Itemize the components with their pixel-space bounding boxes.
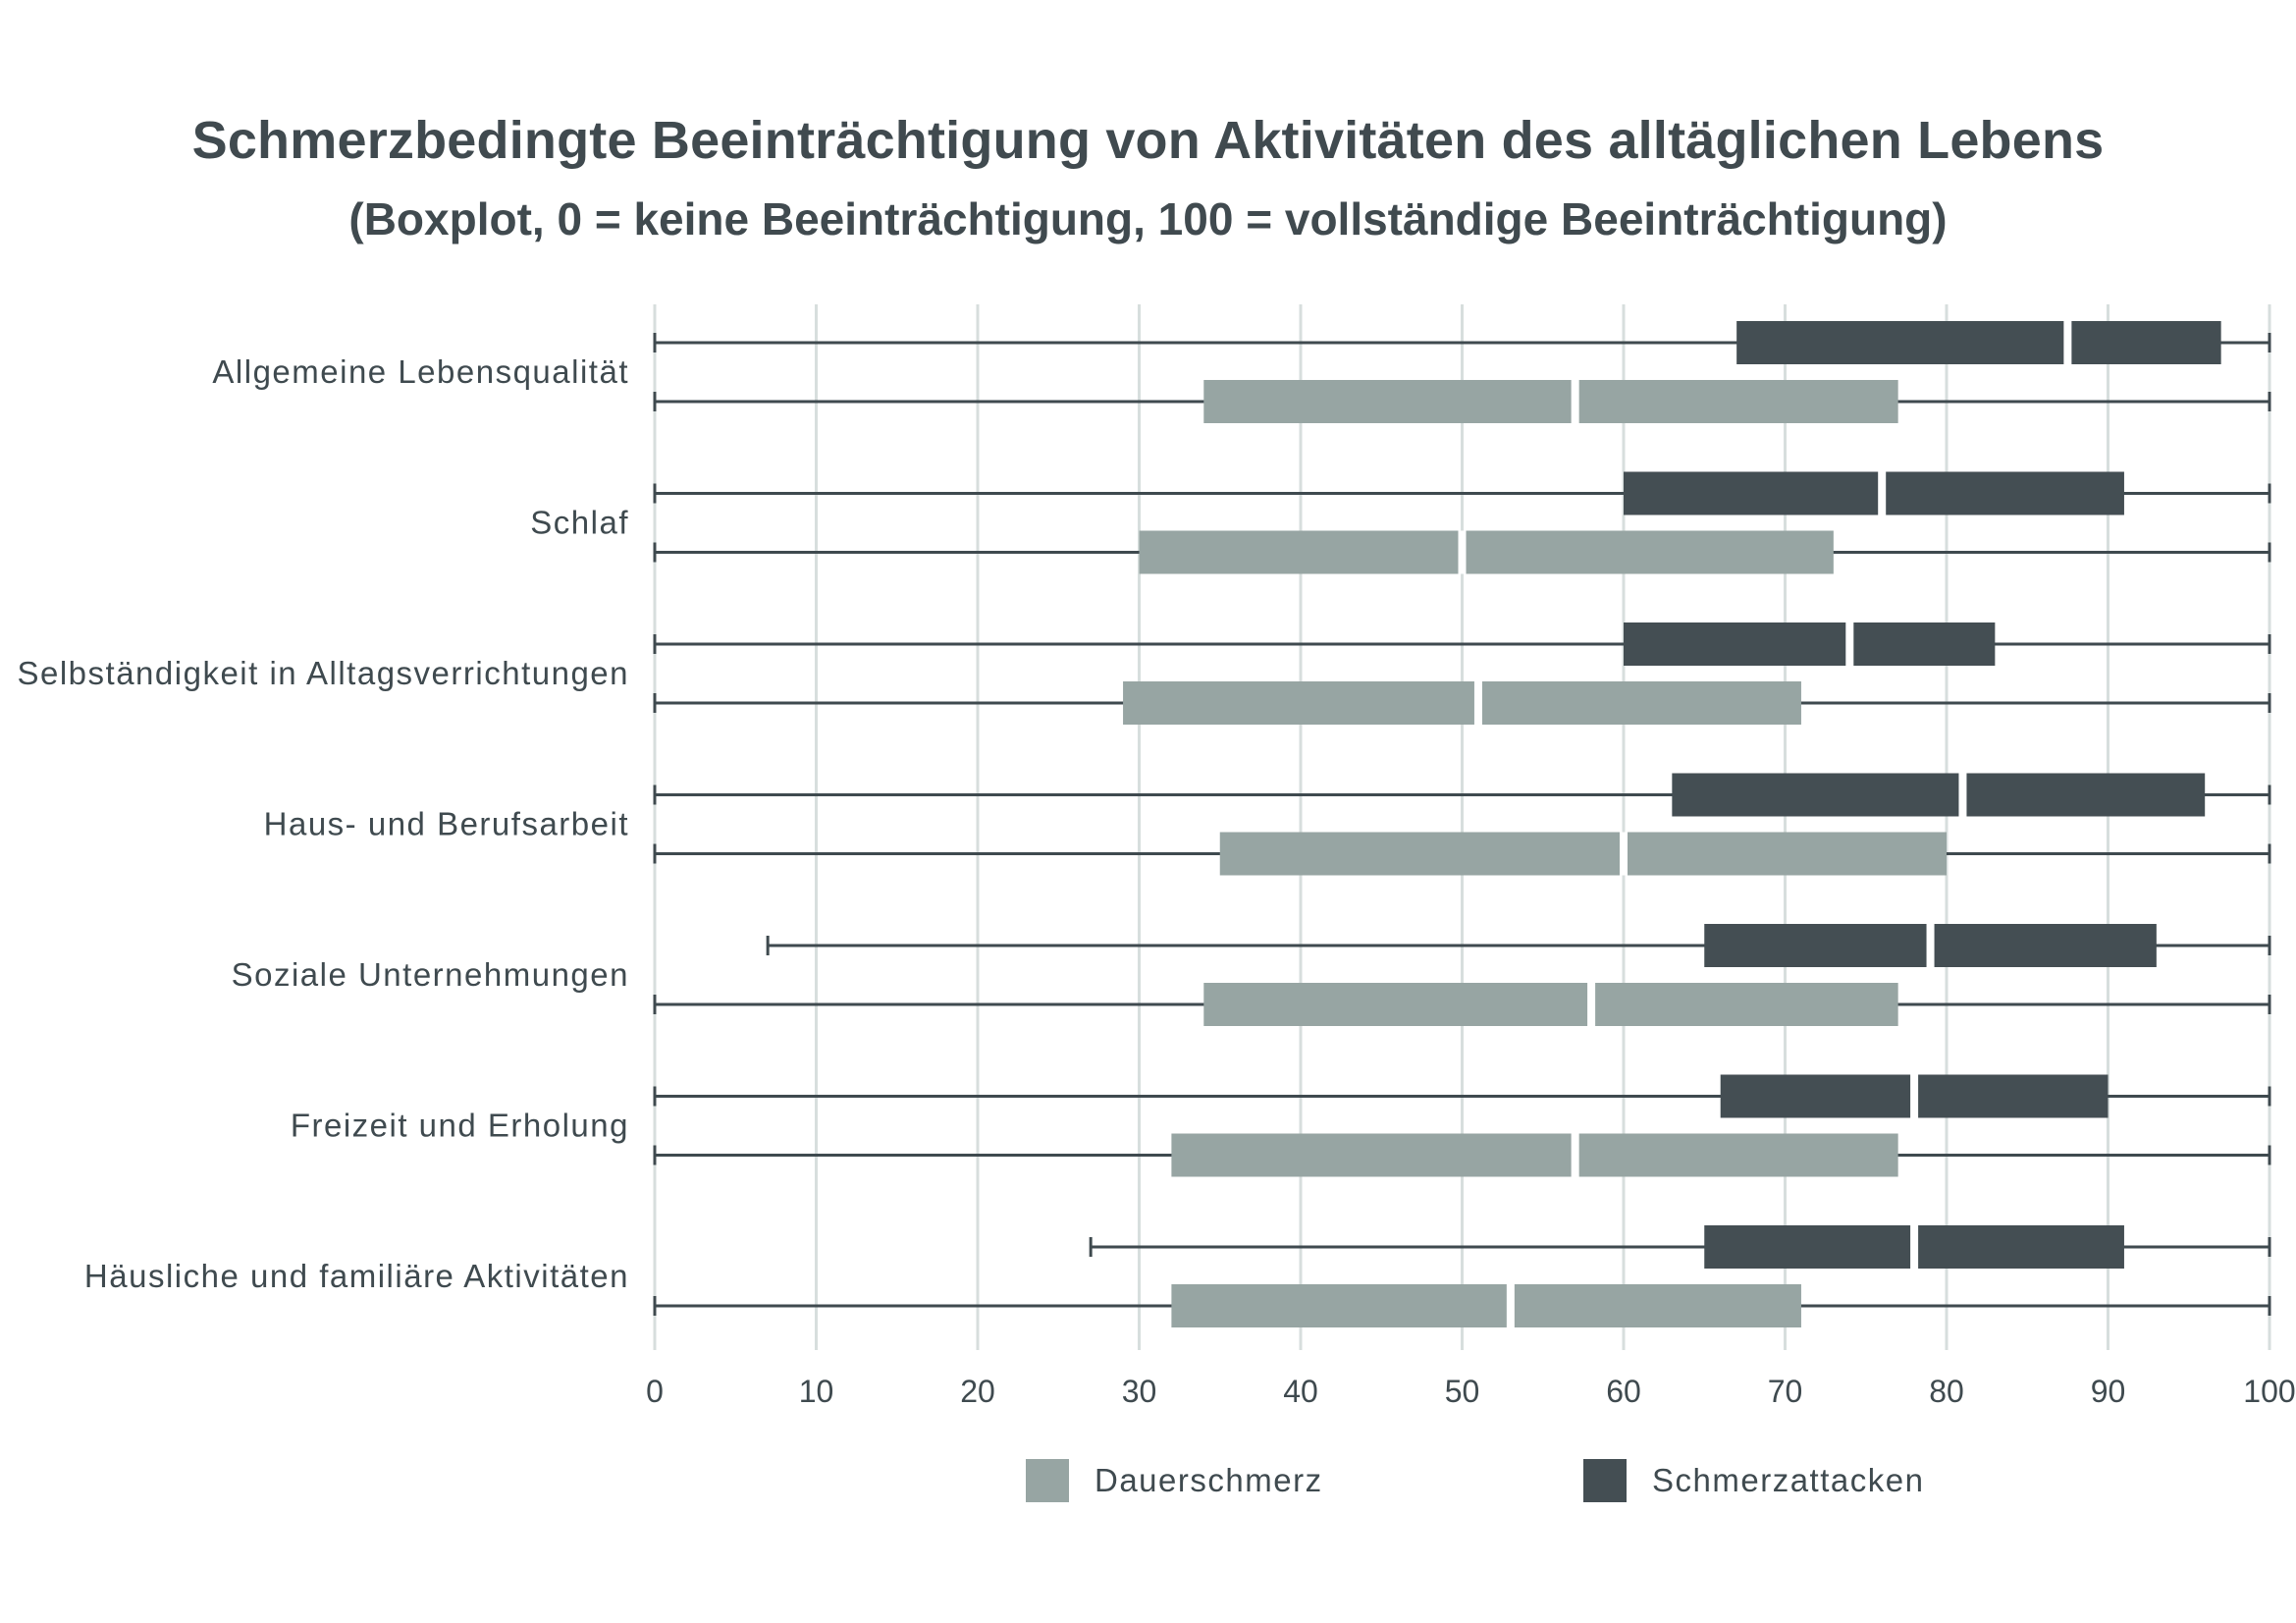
- x-tick-label: 20: [960, 1374, 995, 1409]
- x-tick-label: 60: [1606, 1374, 1641, 1409]
- median-dauerschmerz: [1620, 832, 1628, 876]
- category-label: Soziale Unternehmungen: [232, 956, 629, 993]
- box-dauerschmerz: [1203, 380, 1898, 423]
- legend-item-schmerzattacken: Schmerzattacken: [1583, 1459, 1924, 1502]
- median-dauerschmerz: [1473, 681, 1482, 725]
- box-dauerschmerz: [1203, 983, 1898, 1026]
- category-label: Schlaf: [530, 505, 629, 541]
- median-schmerzattacken: [2063, 321, 2072, 364]
- x-tick-label: 10: [799, 1374, 834, 1409]
- box-schmerzattacken: [1624, 471, 2124, 515]
- median-dauerschmerz: [1571, 380, 1579, 423]
- chart-title: Schmerzbedingte Beeinträchtigung von Akt…: [191, 111, 2105, 170]
- median-schmerzattacken: [1878, 471, 1887, 515]
- box-dauerschmerz: [1219, 832, 1947, 876]
- legend-item-dauerschmerz: Dauerschmerz: [1026, 1459, 1323, 1502]
- legend-swatch-schmerzattacken: [1583, 1459, 1627, 1502]
- median-dauerschmerz: [1587, 983, 1596, 1026]
- box-schmerzattacken: [1672, 773, 2206, 817]
- chart-subtitle: (Boxplot, 0 = keine Beeinträchtigung, 10…: [348, 193, 1948, 244]
- x-tick-label: 30: [1122, 1374, 1157, 1409]
- box-dauerschmerz: [1123, 681, 1801, 725]
- box-schmerzattacken: [1736, 321, 2221, 364]
- x-tick-label: 100: [2243, 1374, 2295, 1409]
- category-label: Häusliche und familiäre Aktivitäten: [84, 1258, 629, 1294]
- legend-label-dauerschmerz: Dauerschmerz: [1095, 1462, 1323, 1498]
- legend-label-schmerzattacken: Schmerzattacken: [1652, 1462, 1925, 1498]
- median-dauerschmerz: [1571, 1133, 1579, 1177]
- box-dauerschmerz: [1139, 530, 1834, 574]
- x-tick-label: 80: [1929, 1374, 1964, 1409]
- category-label: Allgemeine Lebensqualität: [212, 353, 629, 390]
- legend-swatch-dauerschmerz: [1026, 1459, 1069, 1502]
- category-label: Haus- und Berufsarbeit: [264, 806, 629, 842]
- box-schmerzattacken: [1624, 622, 1996, 666]
- x-tick-label: 0: [646, 1374, 664, 1409]
- median-schmerzattacken: [1845, 622, 1854, 666]
- x-tick-label: 90: [2091, 1374, 2126, 1409]
- median-schmerzattacken: [1926, 924, 1935, 967]
- box-dauerschmerz: [1171, 1284, 1801, 1327]
- x-tick-label: 40: [1283, 1374, 1318, 1409]
- category-label: Selbständigkeit in Alltagsverrichtungen: [17, 655, 629, 691]
- median-schmerzattacken: [1910, 1074, 1919, 1118]
- x-tick-label: 50: [1445, 1374, 1480, 1409]
- box-dauerschmerz: [1171, 1133, 1898, 1177]
- median-dauerschmerz: [1458, 530, 1467, 574]
- median-schmerzattacken: [1910, 1225, 1919, 1269]
- median-schmerzattacken: [1958, 773, 1967, 817]
- median-dauerschmerz: [1506, 1284, 1515, 1327]
- category-label: Freizeit und Erholung: [291, 1108, 629, 1144]
- x-tick-label: 70: [1768, 1374, 1803, 1409]
